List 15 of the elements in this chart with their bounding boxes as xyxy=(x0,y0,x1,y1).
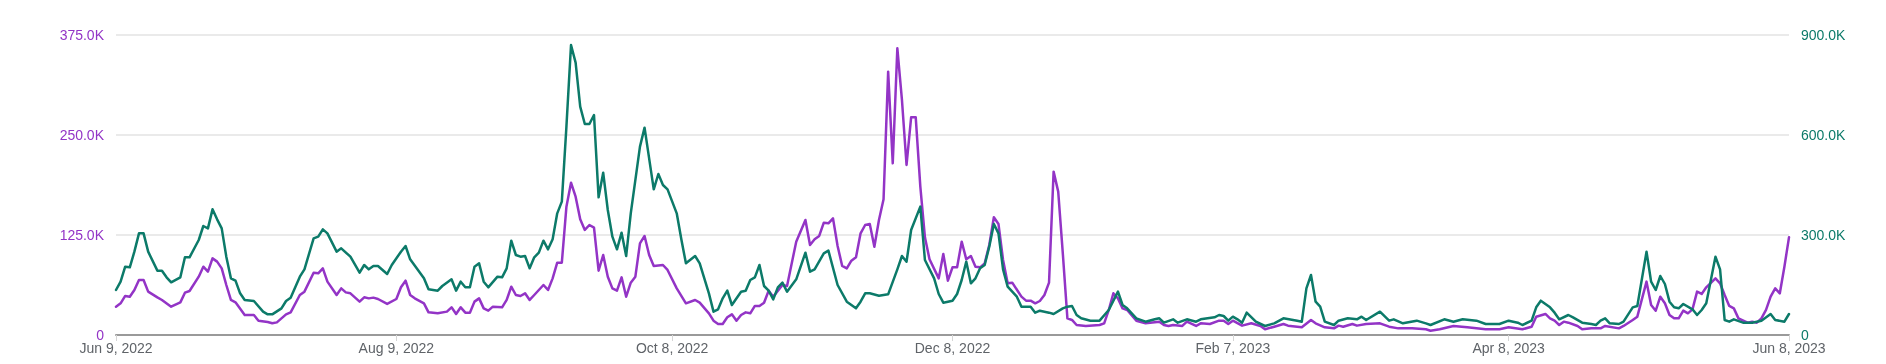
x-tick-label: Oct 8, 2022 xyxy=(635,340,709,356)
y2-tick-label: 0 xyxy=(1801,327,1809,343)
x-tick-label: Jun 8, 2023 xyxy=(1752,340,1826,356)
y-tick-label: 375.0K xyxy=(59,27,105,43)
y-tick-label: 125.0K xyxy=(59,227,105,243)
y-tick-label: 250.0K xyxy=(59,127,105,143)
y-tick-label: 0 xyxy=(96,327,105,343)
y2-tick-label: 600.0K xyxy=(1801,127,1847,143)
x-tick-label: Feb 7, 2023 xyxy=(1195,340,1271,356)
y2-tick-label: 300.0K xyxy=(1801,227,1847,243)
x-tick-label: Dec 8, 2022 xyxy=(914,340,991,356)
x-tick-label: Aug 9, 2022 xyxy=(358,340,435,356)
x-tick-label: Jun 9, 2022 xyxy=(79,340,153,356)
x-tick-label: Apr 8, 2023 xyxy=(1472,340,1546,356)
y2-tick-label: 900.0K xyxy=(1801,27,1847,43)
